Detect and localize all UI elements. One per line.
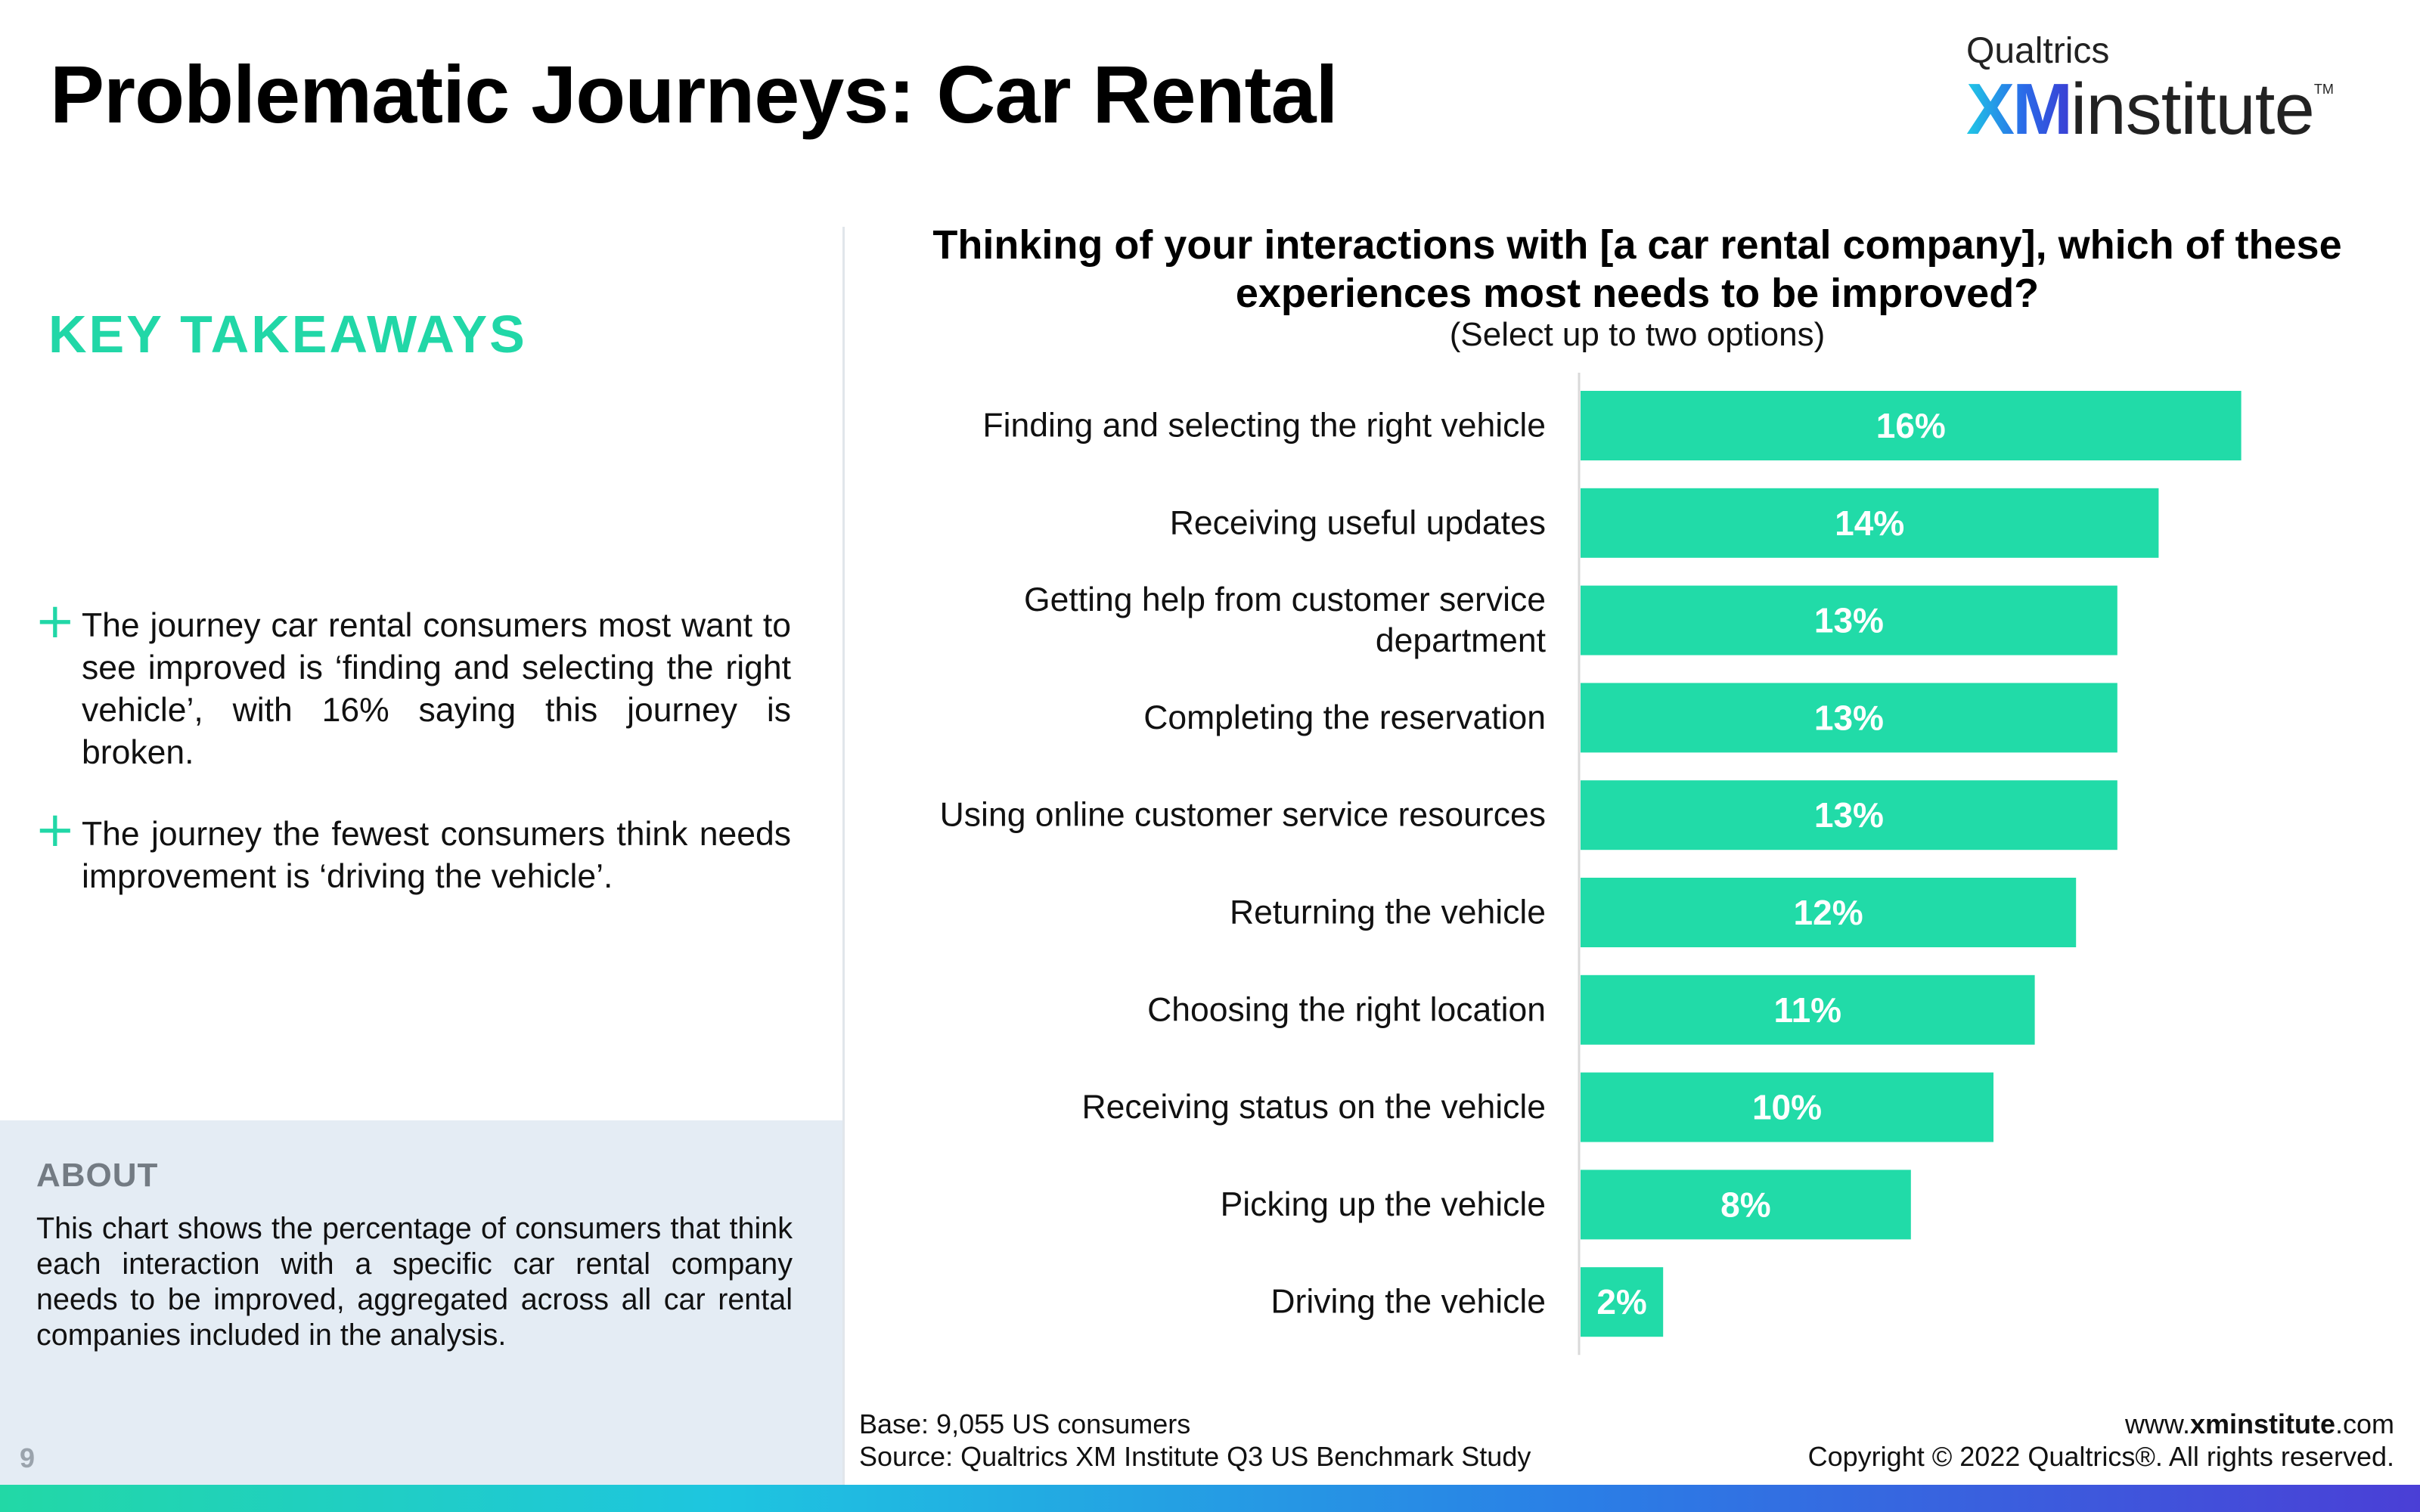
logo-wordmark: XMinstituteTM xyxy=(1966,68,2334,151)
takeaway-text: The journey car rental consumers most wa… xyxy=(82,607,791,771)
bar-value-label: 13% xyxy=(1814,698,1884,737)
chart-bar xyxy=(1581,1170,1911,1240)
category-label-line: Getting help from customer service xyxy=(1024,581,1546,618)
source-text: Source: Qualtrics XM Institute Q3 US Ben… xyxy=(859,1441,1531,1472)
chart-bar xyxy=(1581,1267,1664,1337)
bar-value-label: 11% xyxy=(1774,990,1842,1030)
category-label-line: Using online customer service resources xyxy=(940,797,1546,834)
category-label: Receiving useful updates xyxy=(1170,504,1546,541)
footer-right: www.xminstitute.com Copyright © 2022 Qua… xyxy=(1808,1408,2394,1473)
logo-trademark: TM xyxy=(2313,82,2334,97)
copyright-text: Copyright © 2022 Qualtrics®. All rights … xyxy=(1807,1441,2394,1472)
category-label: Returning the vehicle xyxy=(1230,894,1546,931)
logo-qualtrics-text: Qualtrics xyxy=(1966,31,2110,71)
logo-xm-text: XM xyxy=(1966,69,2073,150)
bar-value-label: 13% xyxy=(1814,601,1884,640)
bar-value-label: 12% xyxy=(1794,893,1863,932)
website-link[interactable]: www.xminstitute.com xyxy=(1808,1408,2394,1440)
takeaway-text: The journey the fewest consumers think n… xyxy=(82,816,791,895)
category-label: Choosing the right location xyxy=(1147,991,1546,1028)
chart-bar xyxy=(1581,683,2118,753)
chart-bar xyxy=(1581,878,2077,947)
bar-value-label: 2% xyxy=(1596,1282,1646,1321)
chart-bar xyxy=(1581,780,2118,850)
category-label-line: Returning the vehicle xyxy=(1230,894,1546,931)
about-panel: ABOUT This chart shows the percentage of… xyxy=(0,1120,842,1485)
bar-value-label: 8% xyxy=(1720,1185,1770,1224)
category-label: Finding and selecting the right vehicle xyxy=(982,407,1546,445)
plus-icon: + xyxy=(35,593,76,649)
about-text: This chart shows the percentage of consu… xyxy=(36,1212,793,1352)
chart-title: Thinking of your interactions with [a ca… xyxy=(932,222,2342,316)
category-label-line: Receiving status on the vehicle xyxy=(1082,1089,1546,1126)
category-label-line: Finding and selecting the right vehicle xyxy=(982,407,1546,445)
base-text: Base: 9,055 US consumers xyxy=(859,1408,1191,1439)
plus-icon: + xyxy=(35,802,76,858)
base-note: Base: 9,055 US consumers Source: Qualtri… xyxy=(859,1408,1531,1473)
category-label-line: department xyxy=(1376,622,1547,659)
chart-bar xyxy=(1581,488,2159,558)
chart-bar xyxy=(1581,1072,1993,1142)
panel-divider xyxy=(842,227,845,1485)
takeaway-item: + The journey the fewest consumers think… xyxy=(35,806,791,898)
category-label-line: Choosing the right location xyxy=(1147,991,1546,1028)
takeaway-item: + The journey car rental consumers most … xyxy=(35,597,791,774)
bottom-gradient-bar xyxy=(0,1485,2420,1512)
category-label-line: Driving the vehicle xyxy=(1270,1284,1546,1321)
category-label-line: Picking up the vehicle xyxy=(1221,1186,1546,1223)
category-label: Driving the vehicle xyxy=(1270,1284,1546,1321)
chart-bar xyxy=(1581,391,2242,460)
bar-value-label: 14% xyxy=(1835,503,1904,543)
website-domain: xminstitute xyxy=(2189,1408,2335,1439)
website-prefix: www. xyxy=(2124,1408,2190,1439)
category-label: Completing the reservation xyxy=(1143,699,1546,736)
category-label: Getting help from customer service depart… xyxy=(1024,581,1547,659)
bar-value-label: 16% xyxy=(1876,406,1946,445)
category-label-line: Completing the reservation xyxy=(1143,699,1546,736)
website-suffix: .com xyxy=(2335,1408,2394,1439)
chart-bar xyxy=(1581,974,2035,1045)
category-label: Receiving status on the vehicle xyxy=(1082,1089,1546,1126)
page-number: 9 xyxy=(20,1442,36,1473)
logo-institute-text: institute xyxy=(2071,69,2315,150)
xm-institute-logo: Qualtrics XMinstituteTM xyxy=(1966,30,2360,150)
bar-value-label: 13% xyxy=(1814,795,1884,835)
chart-subtitle: (Select up to two options) xyxy=(1449,316,1826,353)
category-label: Using online customer service resources xyxy=(940,797,1546,834)
page-title: Problematic Journeys: Car Rental xyxy=(50,48,1339,140)
about-heading: ABOUT xyxy=(36,1157,159,1194)
category-label-line: Receiving useful updates xyxy=(1170,504,1546,541)
chart-bar xyxy=(1581,585,2118,655)
key-takeaways-heading: KEY TAKEAWAYS xyxy=(48,305,527,364)
category-label: Picking up the vehicle xyxy=(1221,1186,1546,1223)
bar-value-label: 10% xyxy=(1752,1088,1822,1127)
